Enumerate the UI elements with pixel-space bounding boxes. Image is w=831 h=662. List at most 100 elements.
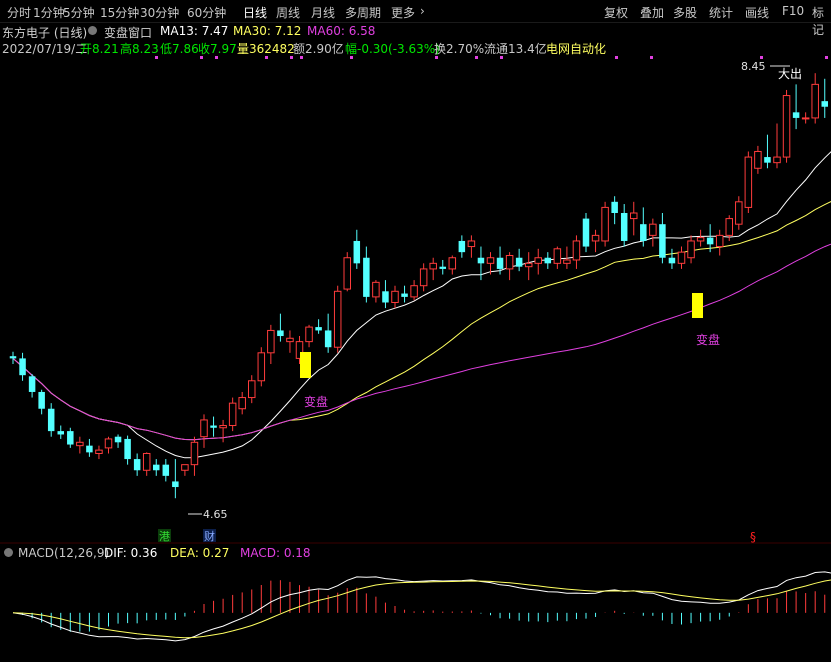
candle-body-41 <box>401 293 408 297</box>
candle-body-64 <box>620 213 628 241</box>
macd-name: MACD(12,26,9) <box>18 546 110 560</box>
tag-hk-bg <box>158 529 171 542</box>
tab-period-0[interactable]: 分时 <box>7 6 32 20</box>
chevron-right-icon[interactable]: › <box>420 4 425 18</box>
candle-body-78 <box>754 150 762 169</box>
candle-body-75 <box>725 218 733 236</box>
tool-5[interactable]: F10 <box>782 4 805 18</box>
settings-circle-icon[interactable] <box>88 26 97 35</box>
tab-period-3[interactable]: 15分钟 <box>100 6 140 20</box>
marker-dot-0 <box>155 56 158 59</box>
marker-dot-6 <box>350 56 353 59</box>
candle-body-22 <box>219 425 227 429</box>
tab-period-1[interactable]: 1分钟 <box>33 6 65 20</box>
marker-dot-9 <box>500 56 503 59</box>
tool-0[interactable]: 复权 <box>604 6 629 20</box>
candle-body-2 <box>28 376 36 392</box>
candle-body-77 <box>744 156 753 208</box>
candle-body-84 <box>811 83 819 119</box>
candle-body-10 <box>104 438 113 449</box>
candle-body-63 <box>611 201 618 213</box>
candle-body-3 <box>38 391 45 409</box>
tool-3[interactable]: 统计 <box>709 6 734 20</box>
tool-2[interactable]: 多股 <box>673 6 698 20</box>
candle-body-48 <box>467 240 476 248</box>
candle-body-43 <box>419 268 428 287</box>
candle-body-29 <box>286 337 294 343</box>
signal-box-1 <box>300 352 311 378</box>
quote-float: 流通13.4亿 <box>484 42 547 56</box>
tool-1[interactable]: 叠加 <box>640 6 665 20</box>
candle-body-42 <box>410 285 418 298</box>
tab-period-2[interactable]: 5分钟 <box>63 6 95 20</box>
candle-body-1 <box>19 358 26 376</box>
candle-body-46 <box>448 257 457 270</box>
candle-body-25 <box>248 380 256 399</box>
candle-body-62 <box>601 206 609 242</box>
chart-title: 东方电子 (日线) <box>2 26 88 40</box>
candle-body-13 <box>133 459 141 471</box>
candle-body-59 <box>572 240 581 261</box>
candle-body-18 <box>181 464 189 471</box>
candle-body-47 <box>458 240 466 253</box>
macd-value: MACD: 0.18 <box>240 546 311 560</box>
candle-body-81 <box>782 95 791 158</box>
tab-period-9[interactable]: 多周期 <box>345 6 382 20</box>
dif-line <box>12 571 831 642</box>
candle-body-7 <box>76 441 84 447</box>
candle-body-30 <box>295 341 304 359</box>
candle-body-21 <box>210 425 217 428</box>
candle-body-52 <box>505 255 514 270</box>
change-label-1: 变盘 <box>304 394 328 409</box>
marker-dot-1 <box>200 56 203 59</box>
tab-period-4[interactable]: 30分钟 <box>140 6 180 20</box>
candle-body-11 <box>114 436 122 443</box>
quote-change: 幅-0.30(-3.63%) <box>345 42 440 56</box>
candle-body-74 <box>715 234 724 248</box>
marker-dot-4 <box>290 56 293 59</box>
candle-body-83 <box>801 117 810 120</box>
quote-close: 收7.97 <box>198 42 237 56</box>
tab-period-6[interactable]: 日线 <box>243 6 268 20</box>
candle-body-79 <box>764 157 771 163</box>
candle-body-26 <box>257 352 266 382</box>
tool-4[interactable]: 画线 <box>745 6 770 20</box>
candle-body-4 <box>47 408 55 432</box>
quote-high: 高8.23 <box>120 42 159 56</box>
marker-dot-3 <box>265 56 268 59</box>
candle-body-28 <box>277 330 284 337</box>
candle-body-61 <box>591 234 600 242</box>
candle-body-31 <box>305 326 313 343</box>
change-label-2: 变盘 <box>696 332 720 347</box>
tab-period-7[interactable]: 周线 <box>276 6 301 20</box>
quote-date: 2022/07/19/二 <box>2 42 88 56</box>
candle-body-69 <box>668 257 676 264</box>
quote-open: 开8.21 <box>80 42 119 56</box>
quote-low: 低7.86 <box>160 42 199 56</box>
candle-body-5 <box>57 431 64 435</box>
quote-sector: 电网自动化 <box>546 42 607 56</box>
marker-dot-12 <box>760 56 763 59</box>
marker-dot-7 <box>435 56 438 59</box>
tab-period-8[interactable]: 月线 <box>311 6 336 20</box>
candle-body-53 <box>515 257 523 267</box>
candle-body-68 <box>659 224 666 258</box>
marker-dot-5 <box>300 56 303 59</box>
marker-dot-2 <box>215 56 218 59</box>
candle-body-40 <box>391 290 399 303</box>
candle-body-70 <box>677 251 686 264</box>
tab-period-5[interactable]: 60分钟 <box>187 6 227 20</box>
period-toolbar: 分时 1分钟 5分钟 15分钟 30分钟 60分钟 日线 周线 月线 多周期 更多 › 复权 叠加 多股 统计… <box>0 0 831 37</box>
high-price-label: 8.45 <box>741 60 766 73</box>
tag-fin-bg <box>203 529 216 542</box>
tool-6[interactable]: 标记 <box>812 6 825 37</box>
candle-body-72 <box>696 237 705 242</box>
macd-settings-icon[interactable] <box>4 548 13 557</box>
candle-body-80 <box>773 156 781 164</box>
window-name: 变盘窗口 <box>104 26 153 40</box>
candle-body-50 <box>486 257 495 264</box>
tab-period-10[interactable]: 更多 <box>391 6 416 20</box>
candle-body-19 <box>190 441 199 466</box>
candle-body-33 <box>324 330 332 348</box>
